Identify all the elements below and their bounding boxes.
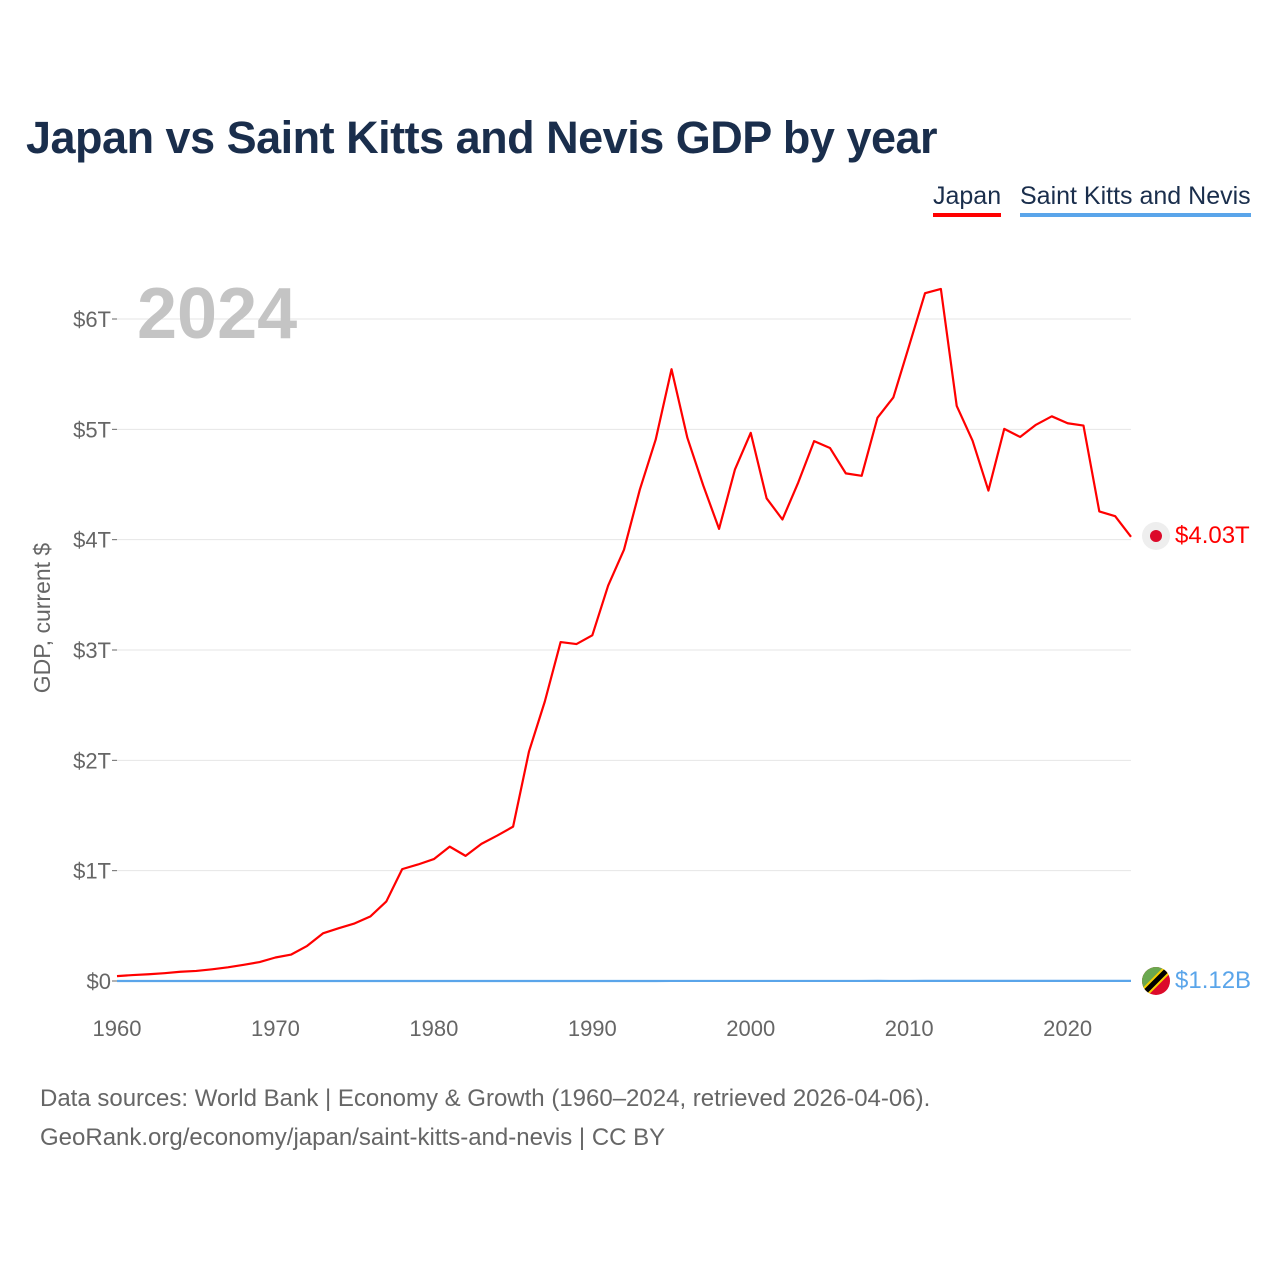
x-tick-label: 2010 <box>885 1016 934 1041</box>
japan-end-marker <box>1150 530 1162 542</box>
x-tick-label: 1980 <box>409 1016 458 1041</box>
saint-kitts-and-nevis-flag-icon <box>1142 967 1170 995</box>
x-tick-label: 2020 <box>1043 1016 1092 1041</box>
y-tick-label: $1T <box>73 859 111 884</box>
legend-japan[interactable]: Japan <box>933 182 1002 217</box>
skn-end-label: $1.12B <box>1175 967 1251 994</box>
x-tick-label: 1960 <box>93 1016 142 1041</box>
chart-title: Japan vs Saint Kitts and Nevis GDP by ye… <box>26 112 938 163</box>
x-tick-label: 1990 <box>568 1016 617 1041</box>
footer-sources: Data sources: World Bank | Economy & Gro… <box>40 1085 931 1112</box>
legend-saint-kitts-and-nevis[interactable]: Saint Kitts and Nevis <box>1020 182 1251 217</box>
x-tick-label: 2000 <box>726 1016 775 1041</box>
y-axis-label: GDP, current $ <box>29 543 55 694</box>
y-tick-label: $3T <box>73 638 111 663</box>
y-tick-label: $4T <box>73 528 111 553</box>
series-line-japan <box>116 287 1132 978</box>
year-watermark: 2024 <box>137 274 297 354</box>
x-tick-label: 1970 <box>251 1016 300 1041</box>
y-tick-label: $2T <box>73 748 111 773</box>
footer-attribution: GeoRank.org/economy/japan/saint-kitts-an… <box>40 1124 666 1151</box>
y-tick-label: $0 <box>87 969 111 994</box>
japan-end-label: $4.03T <box>1175 522 1250 549</box>
y-tick-label: $6T <box>73 307 111 332</box>
y-tick-label: $5T <box>73 417 111 442</box>
